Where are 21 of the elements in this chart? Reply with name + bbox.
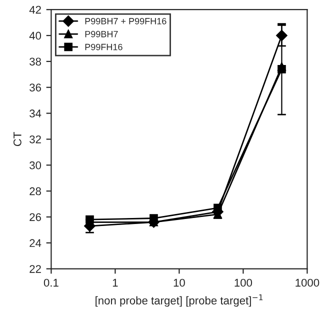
x-axis-title: [non probe target] [probe target]$^{−1}$ xyxy=(96,294,263,307)
y-tick-label: 32 xyxy=(30,135,41,144)
y-tick-label: 40 xyxy=(29,32,42,40)
y-tick-label: 22 xyxy=(30,265,41,273)
x-tick-label: 100 xyxy=(234,278,252,287)
legend-label: P99BH7 xyxy=(85,30,118,38)
y-tick-label: 36 xyxy=(30,84,41,92)
y-tick-label: 26 xyxy=(30,213,41,222)
y-tick-label: 24 xyxy=(30,239,42,247)
y-axis-title: CT xyxy=(14,132,22,146)
legend-label: P99FH16 xyxy=(85,44,122,50)
x-tick-label: 1000 xyxy=(296,278,320,287)
x-tick-label: 10 xyxy=(174,278,185,287)
x-tick-label: 1 xyxy=(112,278,118,287)
y-tick-label: 28 xyxy=(30,187,41,196)
y-tick-label: 30 xyxy=(30,161,42,170)
legend-label: P99BH7 + P99FH16 xyxy=(85,18,166,24)
y-tick-label: 38 xyxy=(30,58,41,66)
y-tick-label: 34 xyxy=(30,110,42,118)
y-tick-label: 42 xyxy=(29,6,41,14)
x-tick-label: 0.1 xyxy=(44,278,58,287)
